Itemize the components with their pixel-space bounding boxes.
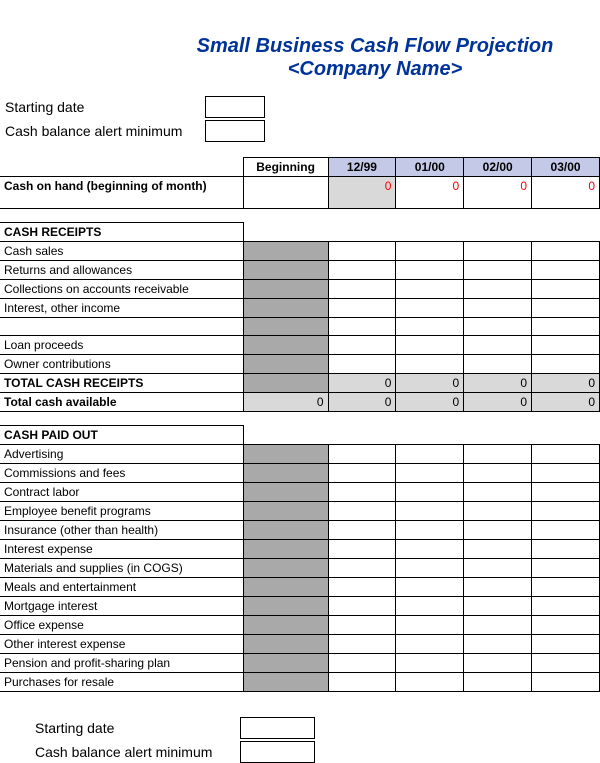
paidout-row: Mortgage interest [0,597,600,616]
receipts-label: Collections on accounts receivable [0,280,243,299]
paidout-header: CASH PAID OUT [0,426,243,445]
total-receipts-v0: 0 [328,374,396,393]
cash-on-hand-v2: 0 [464,177,532,209]
paidout-header-row: CASH PAID OUT [0,426,600,445]
col-month-2: 02/00 [464,158,532,177]
total-receipts-v1: 0 [396,374,464,393]
top-inputs: Starting date Cash balance alert minimum [5,96,600,142]
receipts-row: Owner contributions [0,355,600,374]
paidout-row: Insurance (other than health) [0,521,600,540]
footer-cash-min-input[interactable] [240,741,315,763]
title-block: Small Business Cash Flow Projection <Com… [150,0,600,91]
paidout-row: Materials and supplies (in COGS) [0,559,600,578]
receipts-label: Owner contributions [0,355,243,374]
paidout-row: Meals and entertainment [0,578,600,597]
paidout-row: Interest expense [0,540,600,559]
paidout-row: Employee benefit programs [0,502,600,521]
paidout-label: Mortgage interest [0,597,243,616]
paidout-label: Contract labor [0,483,243,502]
cash-on-hand-v3: 0 [532,177,600,209]
paidout-label: Interest expense [0,540,243,559]
receipts-label: Interest, other income [0,299,243,318]
paidout-row: Office expense [0,616,600,635]
header-blank [0,158,243,177]
total-receipts-v2: 0 [464,374,532,393]
total-available-v3: 0 [532,393,600,412]
total-available-v1: 0 [396,393,464,412]
footer-starting-date-input[interactable] [240,717,315,739]
paidout-row: Commissions and fees [0,464,600,483]
cash-on-hand-row: Cash on hand (beginning of month) 0 0 0 … [0,177,600,209]
starting-date-input[interactable] [205,96,265,118]
footer-cash-min-label: Cash balance alert minimum [35,744,240,760]
paidout-row: Pension and profit-sharing plan [0,654,600,673]
paidout-label: Insurance (other than health) [0,521,243,540]
total-available-row: Total cash available 0 0 0 0 0 [0,393,600,412]
col-month-1: 01/00 [396,158,464,177]
paidout-label: Office expense [0,616,243,635]
paidout-row: Advertising [0,445,600,464]
total-available-beg: 0 [243,393,328,412]
paidout-label: Materials and supplies (in COGS) [0,559,243,578]
paidout-label: Pension and profit-sharing plan [0,654,243,673]
cash-on-hand-label: Cash on hand (beginning of month) [0,177,243,209]
receipts-header-row: CASH RECEIPTS [0,223,600,242]
total-receipts-row: TOTAL CASH RECEIPTS 0 0 0 0 [0,374,600,393]
cash-min-input[interactable] [205,120,265,142]
col-beginning: Beginning [243,158,328,177]
receipts-label: Returns and allowances [0,261,243,280]
col-month-3: 03/00 [532,158,600,177]
receipts-label: Loan proceeds [0,336,243,355]
total-available-label: Total cash available [0,393,243,412]
total-receipts-v3: 0 [532,374,600,393]
paidout-label: Other interest expense [0,635,243,654]
receipts-header: CASH RECEIPTS [0,223,243,242]
receipts-row: Interest, other income [0,299,600,318]
paidout-label: Employee benefit programs [0,502,243,521]
header-row: Beginning 12/99 01/00 02/00 03/00 [0,158,600,177]
paidout-label: Meals and entertainment [0,578,243,597]
cash-on-hand-beg[interactable] [243,177,328,209]
total-available-v2: 0 [464,393,532,412]
page-title: Small Business Cash Flow Projection [150,35,600,58]
total-receipts-label: TOTAL CASH RECEIPTS [0,374,243,393]
col-month-0: 12/99 [328,158,396,177]
paidout-label: Purchases for resale [0,673,243,692]
page-subtitle: <Company Name> [150,58,600,81]
receipts-label: Cash sales [0,242,243,261]
cash-on-hand-v1: 0 [396,177,464,209]
footer-starting-date-label: Starting date [35,720,240,736]
total-available-v0: 0 [328,393,396,412]
cash-on-hand-v0: 0 [328,177,396,209]
starting-date-label: Starting date [5,99,205,115]
paidout-row: Other interest expense [0,635,600,654]
receipts-row: Collections on accounts receivable [0,280,600,299]
paidout-label: Advertising [0,445,243,464]
paidout-row: Contract labor [0,483,600,502]
receipts-row: Loan proceeds [0,336,600,355]
paidout-label: Commissions and fees [0,464,243,483]
footer-inputs: Starting date Cash balance alert minimum [35,717,600,763]
paidout-row: Purchases for resale [0,673,600,692]
cash-min-label: Cash balance alert minimum [5,123,205,139]
receipts-blank-row [0,318,600,336]
receipts-row: Returns and allowances [0,261,600,280]
receipts-row: Cash sales [0,242,600,261]
cashflow-table: Beginning 12/99 01/00 02/00 03/00 Cash o… [0,157,600,692]
